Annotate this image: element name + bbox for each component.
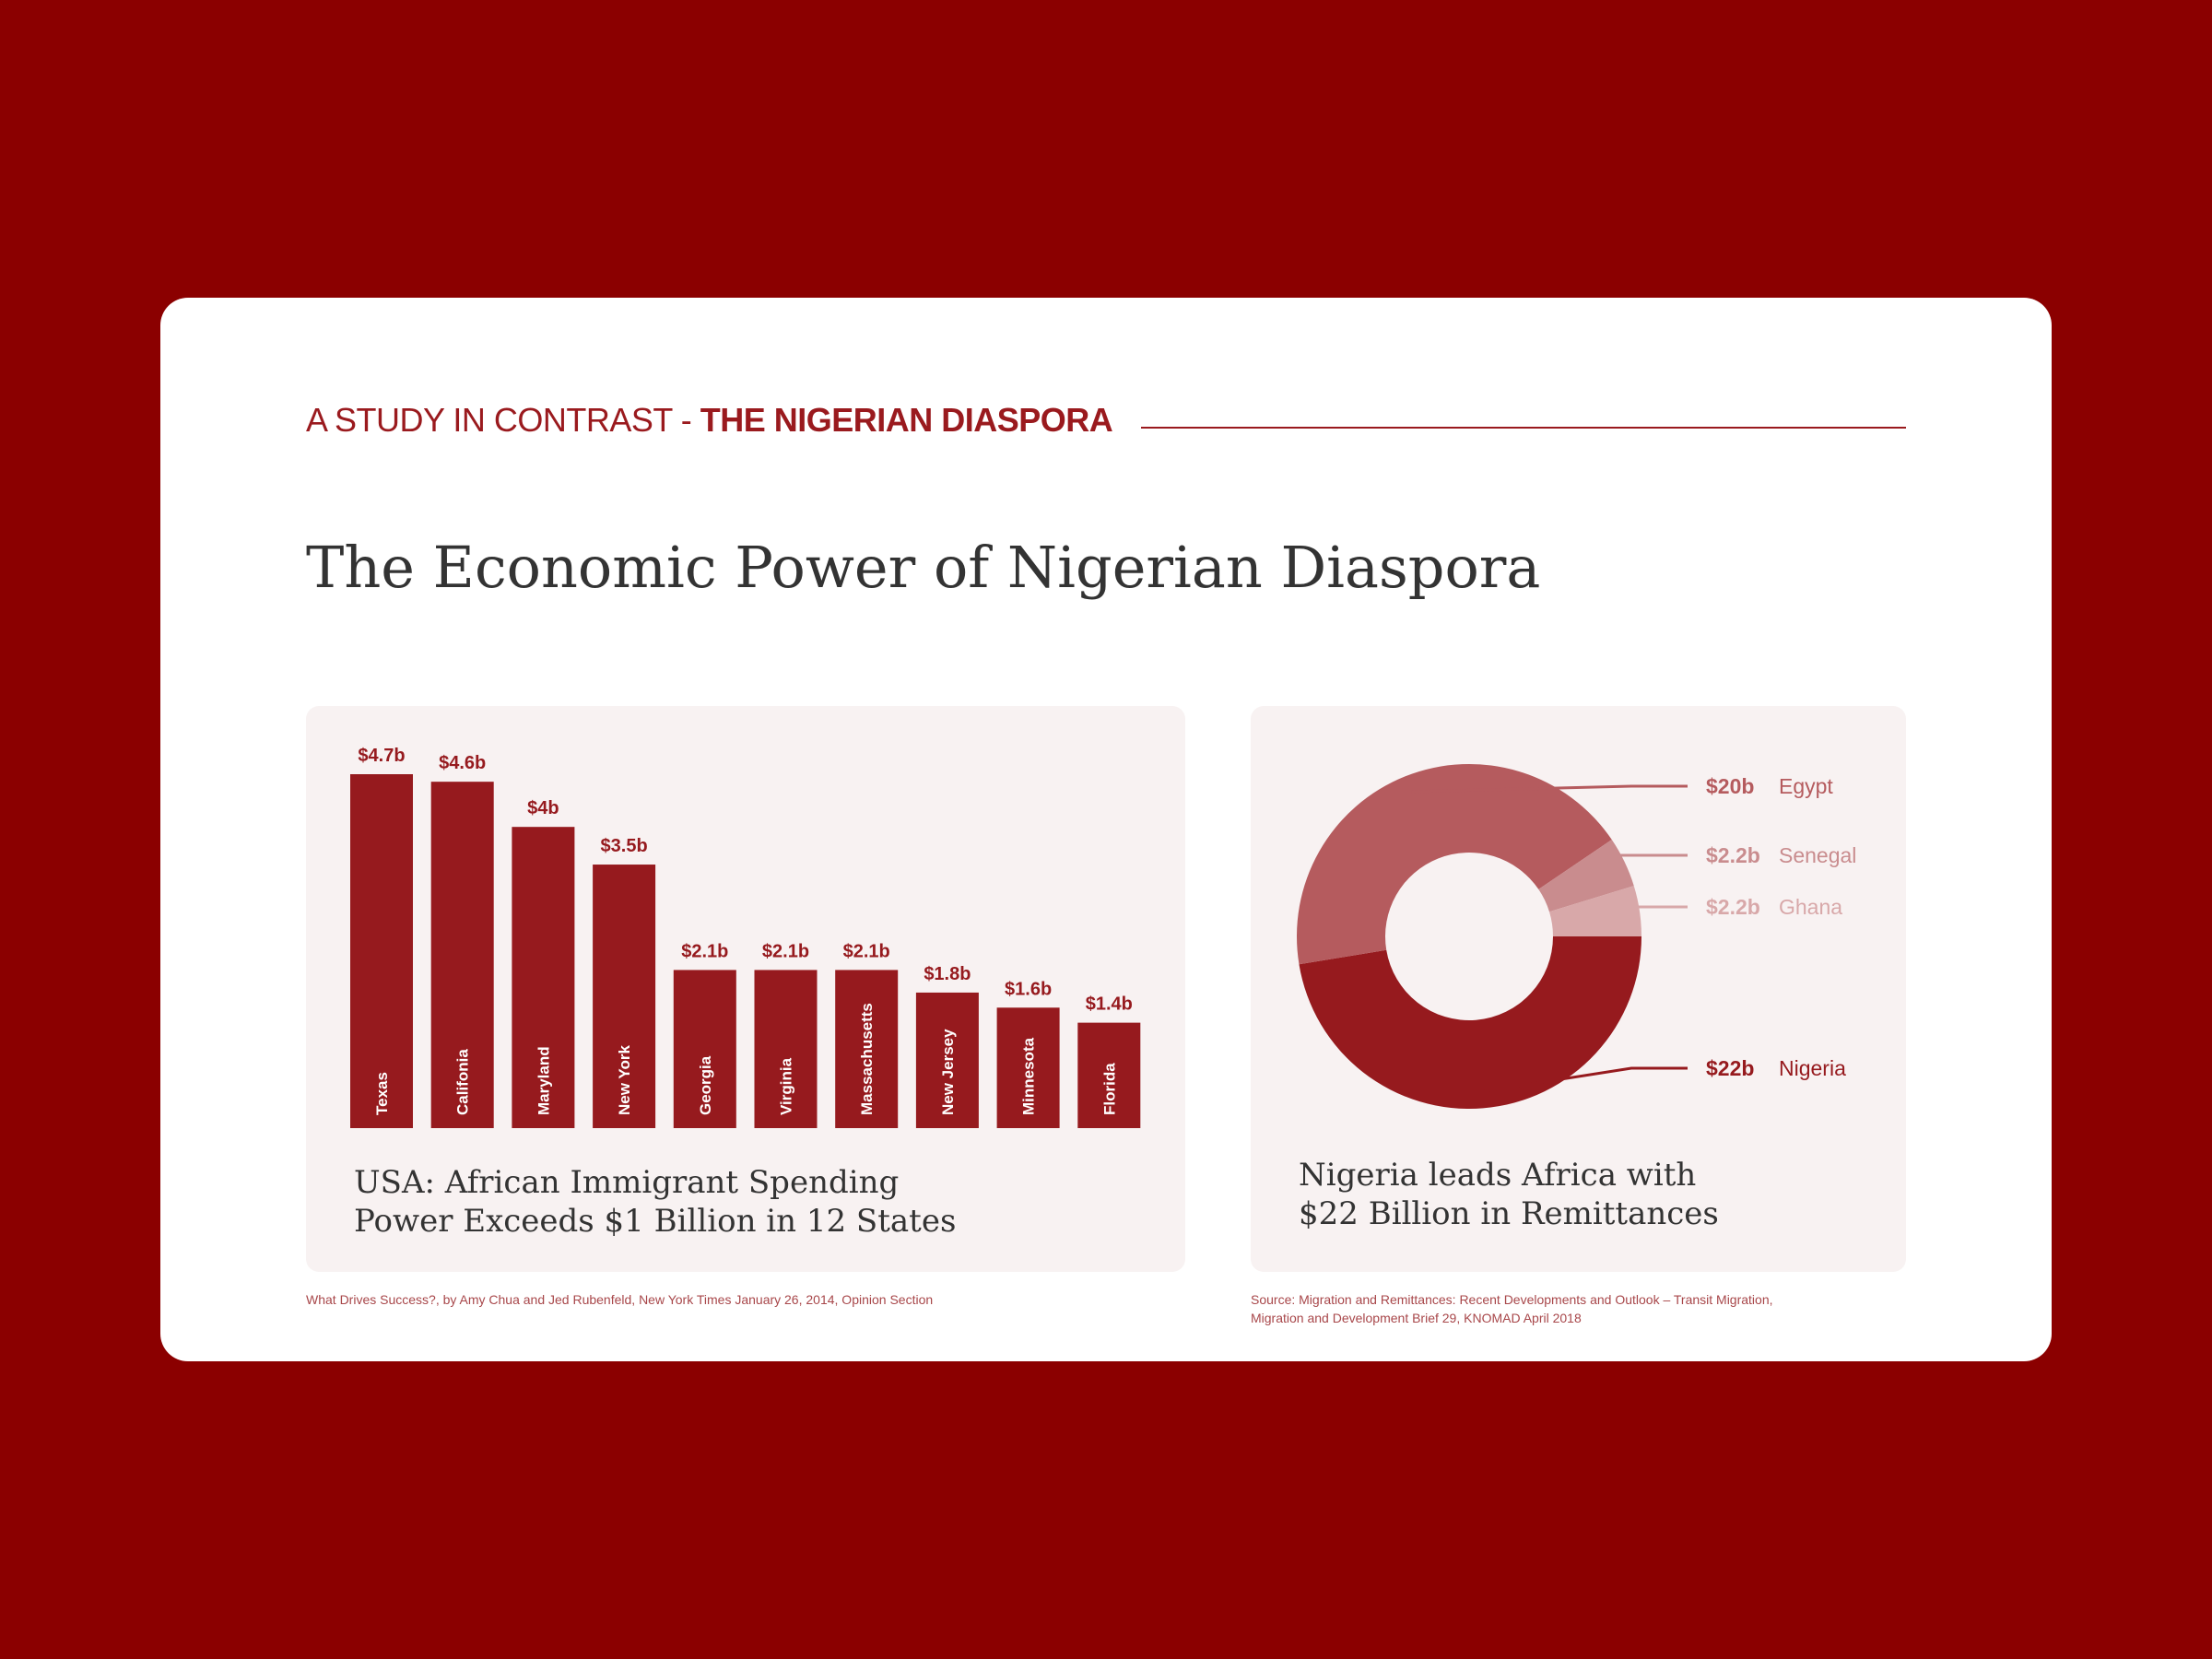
- bar-chart-source: What Drives Success?, by Amy Chua and Je…: [306, 1290, 933, 1309]
- bar-category-label: Califonia: [454, 1049, 472, 1115]
- bar-massachusetts: [835, 970, 899, 1128]
- bar-texas: [350, 774, 413, 1128]
- bar-value-label: $4b: [527, 798, 559, 818]
- bar-florida: [1077, 1022, 1141, 1128]
- slice-name-label: Ghana: [1779, 895, 1842, 919]
- bar-califonia: [430, 782, 494, 1128]
- bar-category-label: New Jersey: [939, 1029, 957, 1115]
- bar-chart: $4.7b Texas $4.6b Califonia $4b Maryland $3.5b…: [350, 746, 1141, 1128]
- bar-category-label: Virginia: [778, 1057, 795, 1115]
- eyebrow-light-text: A STUDY IN CONTRAST -: [306, 401, 700, 439]
- bar-value-label: $2.1b: [843, 941, 890, 961]
- bar-value-label: $1.4b: [1086, 994, 1133, 1015]
- bar-chart-title-line1: USA: African Immigrant Spending: [354, 1164, 900, 1201]
- bar-value-label: $1.8b: [924, 964, 971, 984]
- header-divider: [1141, 427, 1906, 429]
- bar-value-label: $1.6b: [1005, 979, 1052, 999]
- slice-value-label: $22b: [1706, 1056, 1754, 1080]
- donut-slice-nigeria: [1299, 936, 1641, 1110]
- donut-chart-title: Nigeria leads Africa with $22 Billion in…: [1299, 1156, 1719, 1233]
- section-eyebrow: A STUDY IN CONTRAST - THE NIGERIAN DIASP…: [306, 401, 1113, 439]
- bar-value-label: $3.5b: [601, 836, 648, 856]
- slice-value-label: $2.2b: [1706, 895, 1760, 919]
- bar-virginia: [754, 970, 818, 1128]
- bar-value-label: $2.1b: [762, 941, 809, 961]
- slice-name-label: Egypt: [1779, 774, 1833, 798]
- eyebrow-bold-text: THE NIGERIAN DIASPORA: [700, 401, 1113, 439]
- donut-chart-source-line1: Source: Migration and Remittances: Recen…: [1251, 1292, 1773, 1307]
- bar-chart-title-line2: Power Exceeds $1 Billion in 12 States: [354, 1203, 957, 1240]
- bar-value-label: $4.7b: [358, 746, 405, 766]
- bar-georgia: [673, 970, 736, 1128]
- leader-line-nigeria: [1481, 1066, 1688, 1093]
- page-title: The Economic Power of Nigerian Diaspora: [306, 534, 1541, 601]
- bar-value-label: $2.1b: [681, 941, 728, 961]
- donut-chart-title-line1: Nigeria leads Africa with: [1299, 1157, 1697, 1194]
- bar-chart-title: USA: African Immigrant Spending Power Ex…: [354, 1163, 956, 1241]
- content-card: A STUDY IN CONTRAST - THE NIGERIAN DIASP…: [160, 298, 2052, 1361]
- bar-new-york: [593, 865, 656, 1128]
- bar-category-label: Texas: [373, 1072, 391, 1115]
- bar-maryland: [512, 827, 575, 1128]
- bar-category-label: Florida: [1100, 1063, 1118, 1115]
- slice-name-label: Nigeria: [1779, 1056, 1846, 1080]
- donut-chart: $22b Nigeria $20b Egypt $2.2b Senegal $2.2b Gha…: [1297, 763, 1856, 1110]
- slice-name-label: Senegal: [1779, 843, 1856, 867]
- leader-line-egypt: [1411, 784, 1688, 794]
- donut-slice-ghana: [1548, 886, 1641, 936]
- slice-value-label: $20b: [1706, 774, 1754, 798]
- bar-value-label: $4.6b: [439, 753, 486, 773]
- donut-chart-panel: $22b Nigeria $20b Egypt $2.2b Senegal $2.2b Gha…: [1251, 706, 1906, 1272]
- bar-category-label: Massachusetts: [858, 1003, 876, 1115]
- bar-new-jersey: [915, 992, 979, 1128]
- donut-chart-source: Source: Migration and Remittances: Recen…: [1251, 1290, 1773, 1327]
- donut-chart-source-line2: Migration and Development Brief 29, KNOM…: [1251, 1311, 1582, 1325]
- bar-category-label: New York: [616, 1045, 633, 1115]
- bar-chart-panel: $4.7b Texas $4.6b Califonia $4b Maryland $3.5b…: [306, 706, 1185, 1272]
- bar-chart-source-text: What Drives Success?, by Amy Chua and Je…: [306, 1292, 934, 1307]
- bar-category-label: Georgia: [697, 1055, 714, 1115]
- donut-slice-senegal: [1538, 840, 1634, 912]
- bar-minnesota: [996, 1007, 1060, 1128]
- bar-category-label: Minnesota: [1020, 1037, 1038, 1115]
- bar-category-label: Maryland: [535, 1046, 552, 1115]
- slice-value-label: $2.2b: [1706, 843, 1760, 867]
- donut-chart-title-line2: $22 Billion in Remittances: [1299, 1195, 1719, 1232]
- donut-slice-egypt: [1297, 763, 1612, 965]
